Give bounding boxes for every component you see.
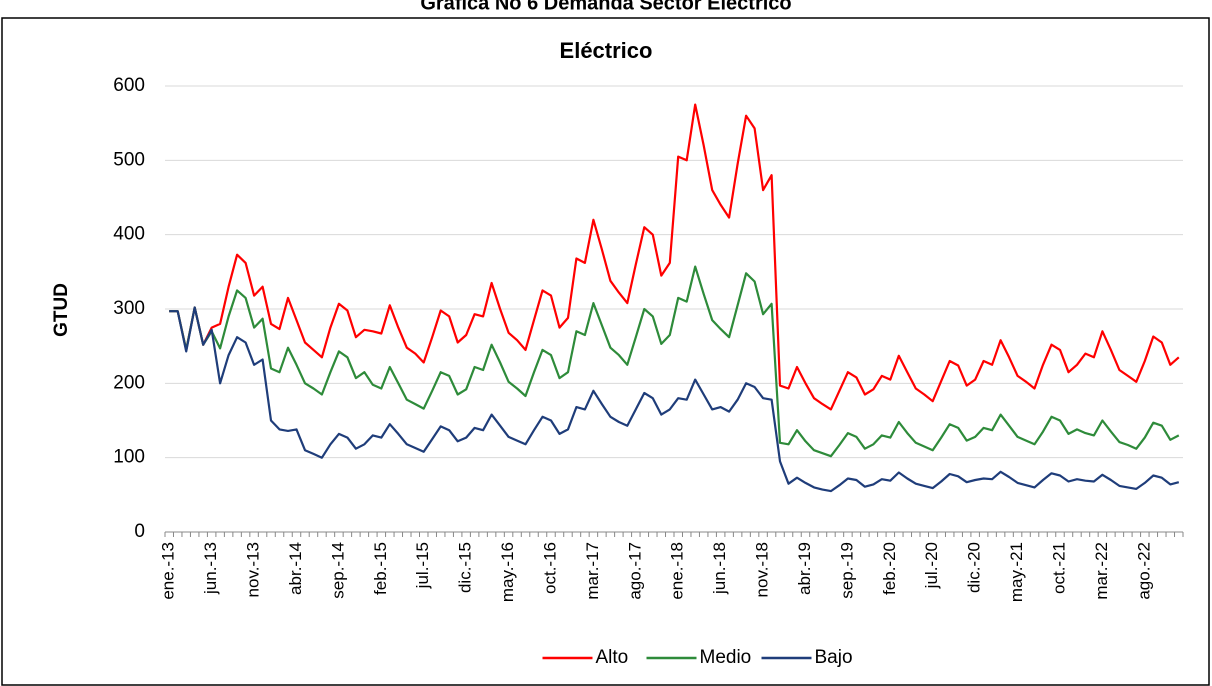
legend-label: Medio — [700, 647, 752, 668]
x-tick-label: sep.-14 — [328, 542, 347, 599]
x-tick-label: mar.-17 — [583, 542, 602, 600]
x-tick-label: jul.-15 — [413, 542, 432, 589]
chart-frame — [1, 17, 1210, 686]
x-tick-label: may.-16 — [498, 542, 517, 602]
chart-title: Eléctrico — [560, 38, 653, 63]
x-tick-label: oct.-16 — [540, 542, 559, 594]
x-tick-label: ene.-13 — [159, 542, 178, 600]
x-tick-label: sep.-19 — [837, 542, 856, 599]
x-tick-label: dic.-20 — [965, 542, 984, 593]
x-tick-label: nov.-18 — [753, 542, 772, 597]
y-tick-label: 200 — [113, 372, 145, 393]
x-tick-label: abr.-19 — [795, 542, 814, 595]
x-tick-label: ago.-17 — [625, 542, 644, 600]
y-axis-label: GTUD — [51, 283, 72, 337]
x-tick-label: nov.-13 — [244, 542, 263, 597]
y-tick-label: 300 — [113, 298, 145, 319]
y-tick-label: 400 — [113, 224, 145, 245]
x-tick-label: oct.-21 — [1049, 542, 1068, 594]
page-title: Gráfica No 6 Demanda Sector Eléctrico — [420, 0, 791, 14]
x-tick-label: jun.-13 — [201, 542, 220, 595]
x-tick-label: jun.-18 — [710, 542, 729, 595]
x-tick-label: jul.-20 — [922, 542, 941, 589]
y-tick-label: 600 — [113, 75, 145, 96]
series-line — [169, 306, 1180, 493]
x-tick-label: mar.-22 — [1092, 542, 1111, 600]
x-tick-label: abr.-14 — [286, 542, 305, 595]
x-tick-label: ago.-22 — [1134, 542, 1153, 600]
series-line — [169, 103, 1180, 411]
legend-label: Alto — [596, 647, 629, 668]
legend-label: Bajo — [815, 647, 853, 668]
y-tick-label: 500 — [113, 149, 145, 170]
x-tick-label: dic.-15 — [456, 542, 475, 593]
y-tick-label: 100 — [113, 447, 145, 468]
x-tick-label: feb.-15 — [371, 542, 390, 595]
x-tick-label: feb.-20 — [880, 542, 899, 595]
series-line — [169, 265, 1180, 458]
y-tick-label: 0 — [134, 521, 145, 542]
x-tick-label: ene.-18 — [668, 542, 687, 600]
x-tick-label: may.-21 — [1007, 542, 1026, 602]
